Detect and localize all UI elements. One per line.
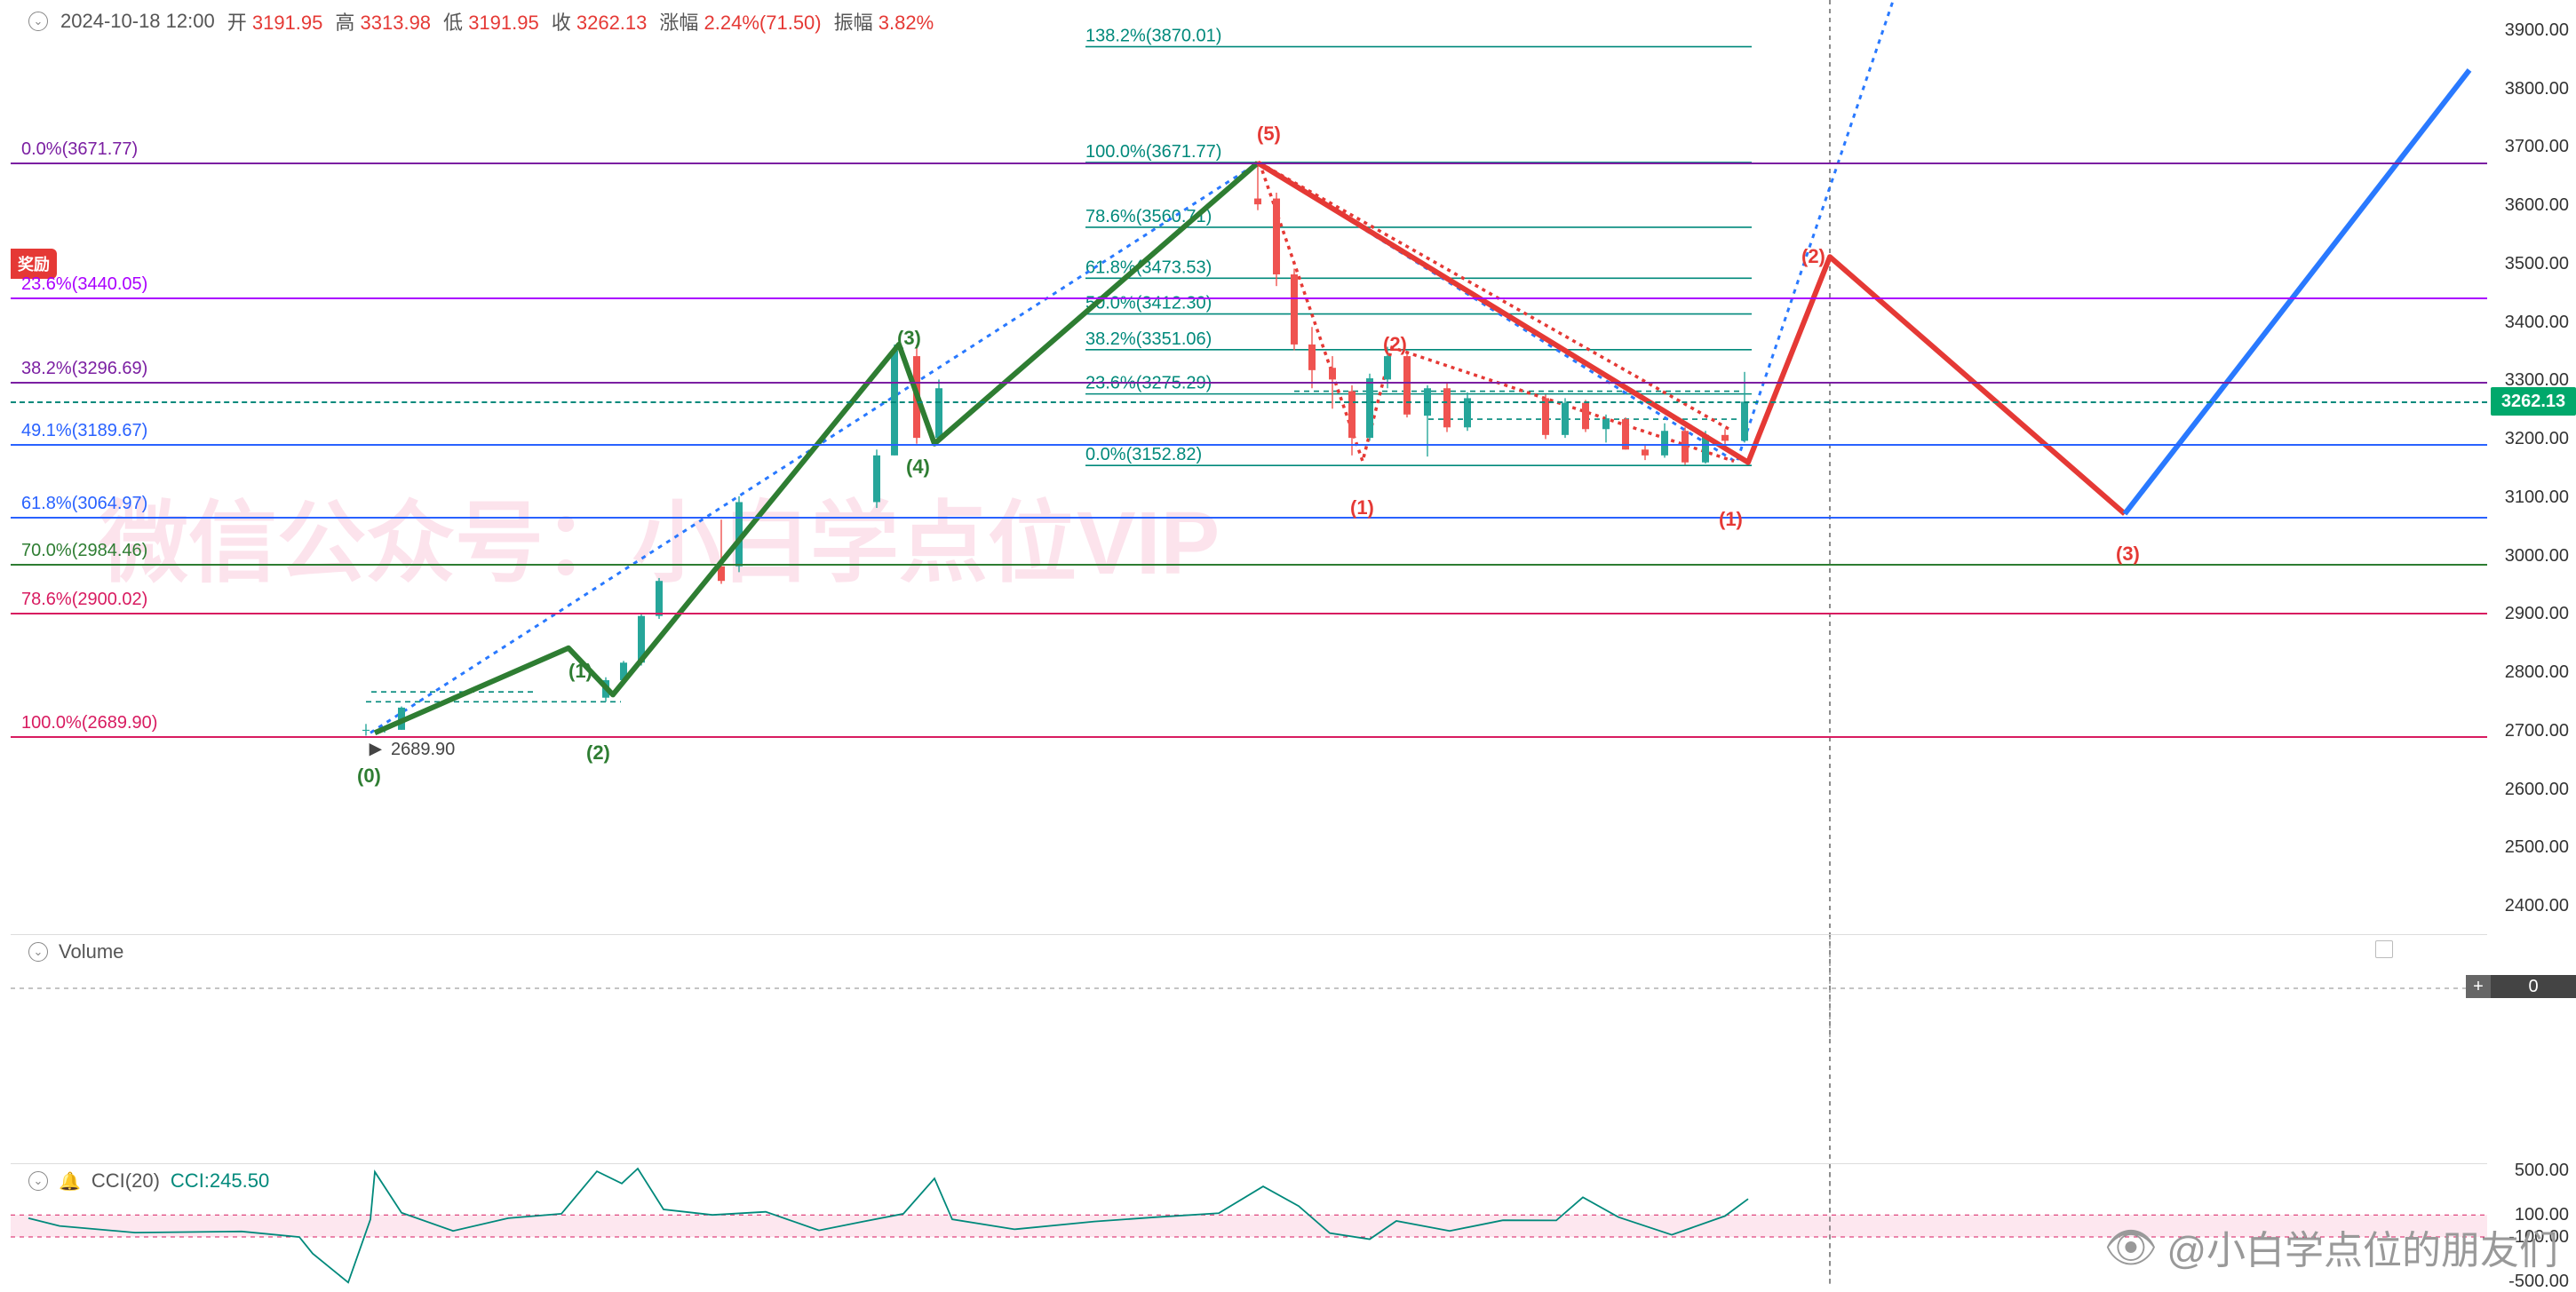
weibo-credit: 👁 @小白学点位的朋友们 [2103, 1218, 2558, 1275]
weibo-icon: 👁 [2103, 1222, 2158, 1272]
ohlc-header: ⌄ 2024-10-18 12:00 开 3191.95 高 3313.98 低… [28, 7, 934, 36]
cci-value: CCI:245.50 [171, 1169, 269, 1193]
price-panel[interactable]: ⌄ 2024-10-18 12:00 开 3191.95 高 3313.98 低… [11, 0, 2487, 934]
vol-zero: 0 [2491, 975, 2576, 998]
vol-plus[interactable]: + [2466, 975, 2491, 998]
collapse-icon[interactable]: ⌄ [28, 1171, 48, 1191]
reward-badge[interactable]: 奖励 [11, 249, 57, 279]
cci-label: CCI(20) [91, 1169, 160, 1193]
volume-panel[interactable]: ⌄ Volume [11, 934, 2487, 1039]
svg-text:100.0%(3671.77): 100.0%(3671.77) [1085, 142, 1221, 162]
price-svg: 161.8%(3992.48)138.2%(3870.01)100.0%(367… [11, 0, 2487, 934]
svg-text:23.6%(3275.29): 23.6%(3275.29) [1085, 374, 1212, 393]
volume-label: Volume [59, 940, 123, 963]
watermark: 微信公众号：小白学点位VIP [99, 471, 1220, 599]
svg-text:50.0%(3412.30): 50.0%(3412.30) [1085, 294, 1212, 313]
collapse-icon[interactable]: ⌄ [28, 12, 48, 31]
vol-svg [11, 935, 2487, 1040]
cci-header: ⌄ 🔔 CCI(20) CCI:245.50 [28, 1169, 269, 1193]
price-axis: 3900.003800.003700.003600.003500.003400.… [2487, 0, 2576, 934]
svg-text:138.2%(3870.01): 138.2%(3870.01) [1085, 27, 1221, 46]
expand-icon[interactable] [2375, 940, 2393, 958]
trading-chart: ◀ ▶ ⌄ 2024-10-18 12:00 开 3191.95 高 3313.… [0, 0, 2576, 1286]
bell-icon[interactable]: 🔔 [59, 1170, 81, 1193]
svg-text:78.6%(3560.71): 78.6%(3560.71) [1085, 207, 1212, 226]
svg-text:61.8%(3473.53): 61.8%(3473.53) [1085, 258, 1212, 277]
svg-text:38.2%(3351.06): 38.2%(3351.06) [1085, 329, 1212, 349]
date: 2024-10-18 12:00 [60, 10, 215, 33]
svg-text:0.0%(3152.82): 0.0%(3152.82) [1085, 445, 1202, 464]
collapse-icon[interactable]: ⌄ [28, 942, 48, 962]
volume-header: ⌄ Volume [28, 940, 123, 963]
